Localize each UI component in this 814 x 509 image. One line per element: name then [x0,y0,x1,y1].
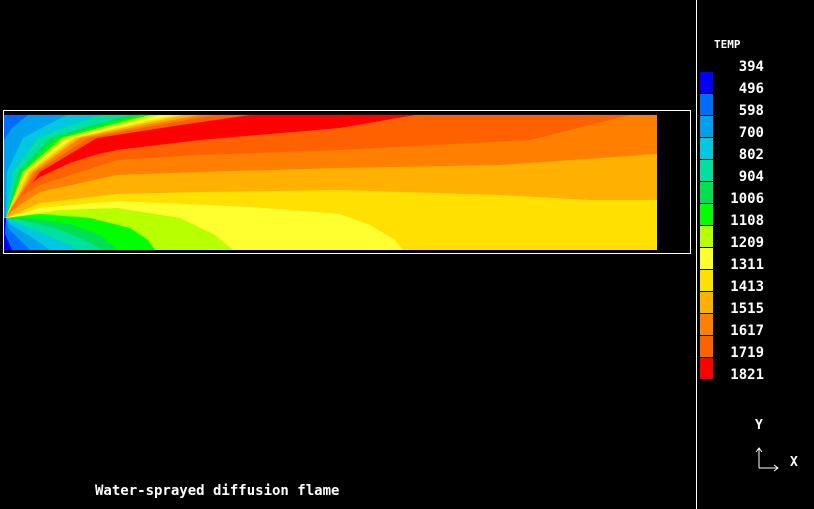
bottom-band [4,218,30,250]
colorbar-label: 1006 [730,191,764,207]
colorbar-swatch [700,94,713,115]
plot-caption: Water-sprayed diffusion flame [95,483,340,499]
colorbar-label: 1413 [730,279,764,295]
hot-band [4,115,415,205]
colorbar-label: 496 [738,81,764,97]
plot-frame [3,110,691,254]
colorbar-swatch [700,182,713,203]
colorbar-swatch [700,204,713,225]
colorbar-label: 1719 [730,345,764,361]
colorbar-label: 904 [738,169,764,185]
colorbar-label: 598 [738,103,764,119]
colorbar-label: 394 [738,59,764,75]
x-axis-label: X [790,455,798,470]
colorbar-label: 1311 [730,257,764,273]
colorbar-swatch [700,336,713,357]
colorbar-swatch [700,160,713,181]
bottom-band [4,218,12,250]
colorbar-label: 700 [738,125,764,141]
colorbar-swatch [700,116,713,137]
contour-bands [4,115,657,250]
colorbar-swatch [700,358,713,379]
colorbar-swatch [700,292,713,313]
cold-band [4,115,67,218]
cold-band [4,115,100,218]
y-arrowhead-icon [755,447,763,453]
x-arrowhead-icon [773,464,779,472]
colorbar-swatch [700,248,713,269]
colorbar-swatch [700,72,713,93]
colorbar-label: 1617 [730,323,764,339]
colorbar-label: 1209 [730,235,764,251]
cold-band [4,115,28,140]
colorbar-label: 1821 [730,367,764,383]
colorbar-label: 1108 [730,213,764,229]
y-axis-label: Y [755,418,763,433]
colorbar-title: TEMP [714,38,741,51]
legend-divider [696,0,697,509]
colorbar-swatch [700,226,713,247]
colorbar-swatch [700,138,713,159]
colorbar-swatch [700,314,713,335]
colorbar-label: 802 [738,147,764,163]
colorbar-swatch [700,270,713,291]
colorbar-label: 1515 [730,301,764,317]
